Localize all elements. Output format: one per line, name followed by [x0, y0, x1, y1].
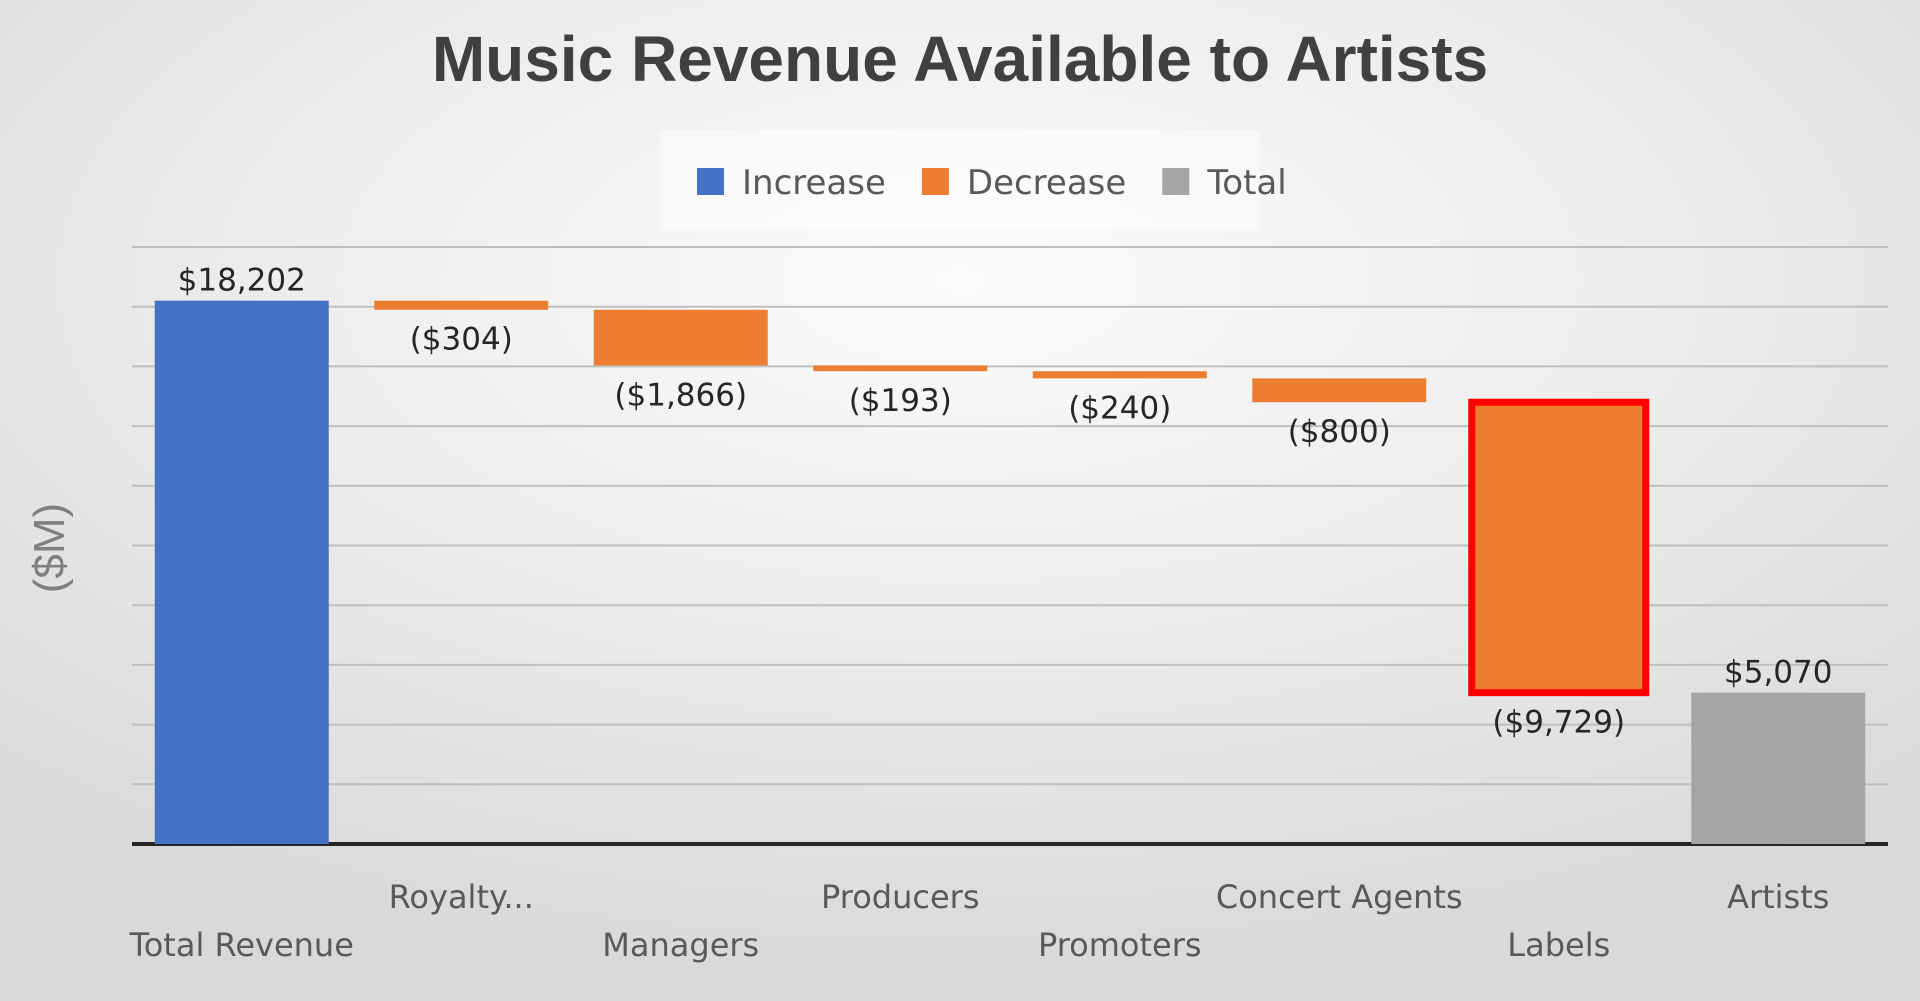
category-label: Artists	[1727, 878, 1829, 916]
bar-managers	[593, 309, 768, 366]
legend-swatch-decrease	[921, 168, 949, 195]
data-label: ($800)	[1288, 414, 1391, 450]
category-label: Total Revenue	[129, 926, 354, 964]
data-label: ($240)	[1068, 390, 1171, 426]
legend-label-total: Total	[1206, 163, 1286, 203]
bar-labels	[1468, 398, 1650, 697]
category-label: Labels	[1507, 926, 1610, 964]
data-label: $18,202	[178, 263, 306, 299]
data-label: ($193)	[849, 383, 952, 419]
data-label: $5,070	[1724, 655, 1832, 691]
data-label: ($1,866)	[614, 377, 747, 413]
legend-swatch-increase	[697, 168, 724, 195]
data-label: ($9,729)	[1492, 705, 1625, 741]
category-label: Promoters	[1038, 926, 1202, 964]
category-label: Royalty...	[389, 878, 534, 916]
bar-producers	[813, 365, 988, 372]
legend-label-increase: Increase	[742, 163, 886, 203]
category-label: Concert Agents	[1216, 878, 1463, 916]
bar-artists	[1691, 692, 1866, 844]
legend-label-decrease: Decrease	[967, 163, 1126, 203]
category-label: Producers	[821, 878, 979, 916]
bar-royalty	[374, 300, 549, 310]
legend-swatch-total	[1162, 168, 1190, 195]
chart-title: Music Revenue Available to Artists	[431, 23, 1489, 95]
bar-promoters	[1032, 371, 1207, 379]
bar-total-revenue	[154, 300, 329, 844]
category-label: Managers	[602, 926, 759, 964]
bar-concert-agents	[1252, 378, 1427, 403]
legend-background	[660, 130, 1260, 230]
data-label: ($304)	[410, 322, 513, 358]
